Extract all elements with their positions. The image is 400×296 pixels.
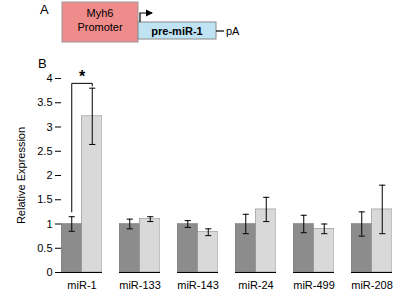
svg-text:1.5: 1.5	[37, 193, 52, 205]
svg-text:1: 1	[46, 218, 52, 230]
svg-text:miR-24: miR-24	[238, 279, 273, 291]
svg-text:pA: pA	[226, 25, 240, 37]
svg-text:Myh6: Myh6	[87, 7, 114, 19]
svg-text:4: 4	[46, 72, 52, 84]
svg-text:3: 3	[46, 121, 52, 133]
svg-text:miR-1: miR-1	[67, 279, 96, 291]
svg-text:*: *	[79, 68, 86, 85]
svg-text:2.5: 2.5	[37, 145, 52, 157]
svg-text:Promoter: Promoter	[77, 21, 123, 33]
svg-text:miR-499: miR-499	[293, 279, 335, 291]
svg-text:A: A	[40, 2, 49, 17]
svg-text:2: 2	[46, 169, 52, 181]
html-text:B: B	[38, 56, 47, 71]
svg-text:miR-208: miR-208	[351, 279, 393, 291]
svg-text:0: 0	[46, 266, 52, 278]
svg-text:miR-143: miR-143	[177, 279, 219, 291]
svg-text:pre-miR-1: pre-miR-1	[151, 25, 202, 37]
svg-text:3.5: 3.5	[37, 96, 52, 108]
svg-text:miR-133: miR-133	[119, 279, 161, 291]
svg-text:Relative Expression: Relative Expression	[15, 127, 27, 224]
svg-text:0.5: 0.5	[37, 242, 52, 254]
